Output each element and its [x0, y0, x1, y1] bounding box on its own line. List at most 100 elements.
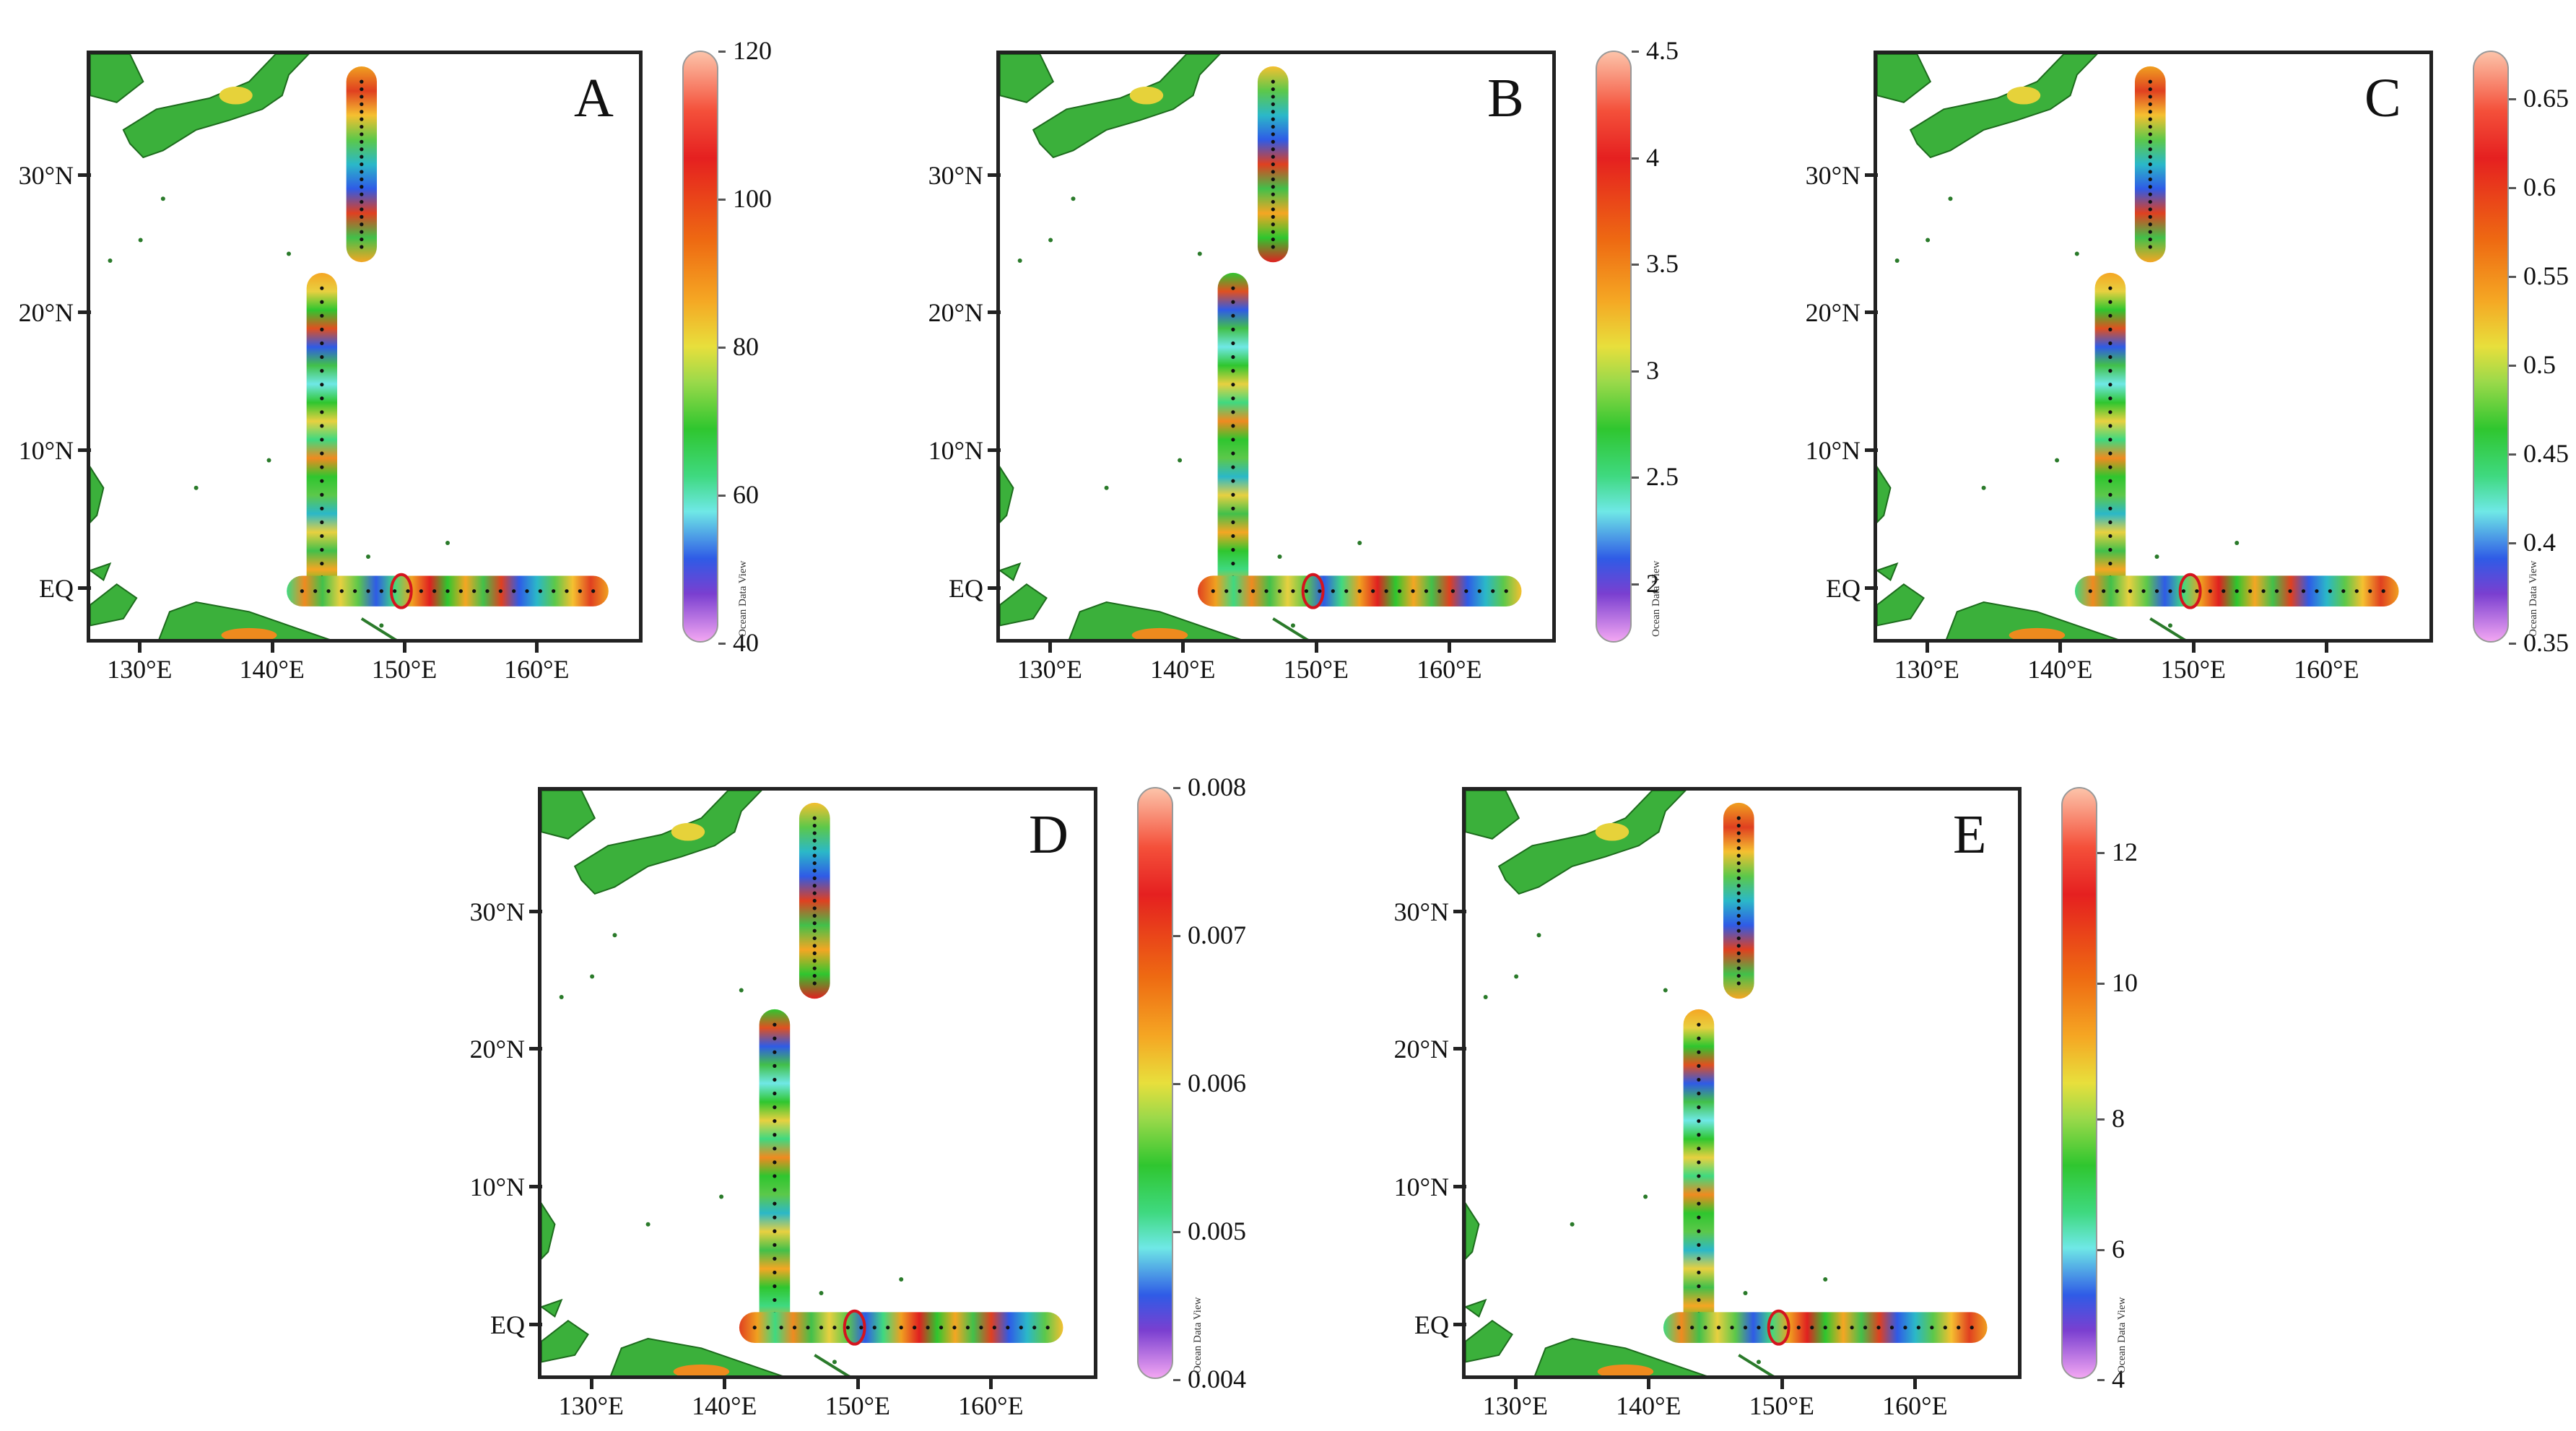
station-dot	[1271, 102, 1275, 106]
station-dot	[1736, 898, 1741, 903]
station-dot	[2102, 589, 2106, 593]
x-axis-label: 160°E	[958, 1391, 1024, 1420]
y-axis-tick	[1865, 448, 1878, 453]
x-axis-tick	[2191, 640, 2196, 653]
station-dot	[1697, 1188, 1701, 1192]
station-dot	[393, 589, 397, 593]
x-axis-tick	[403, 640, 406, 653]
station-dot	[1770, 1326, 1775, 1330]
station-dot	[320, 479, 324, 483]
station-dot	[472, 589, 477, 593]
station-dot	[313, 589, 318, 593]
station-dot	[1916, 1326, 1920, 1330]
station-dot	[2181, 589, 2186, 593]
station-dot	[2108, 451, 2112, 456]
station-dot	[792, 1326, 797, 1330]
station-dot	[2148, 230, 2152, 234]
station-dot	[1943, 1326, 1947, 1330]
station-dot	[1437, 589, 1442, 593]
station-dot	[353, 589, 357, 593]
y-axis-label: 20°N	[18, 298, 74, 328]
station-dot	[1231, 534, 1235, 539]
station-dot	[2148, 124, 2152, 129]
y-axis-tick	[529, 1047, 542, 1051]
station-dot	[2148, 147, 2152, 152]
station-dot	[773, 1215, 777, 1219]
station-dot	[1690, 1326, 1694, 1330]
colorbar-tick	[718, 347, 726, 349]
station-dot	[2148, 177, 2152, 181]
station-dot	[1277, 589, 1282, 593]
station-dot	[320, 369, 324, 373]
station-dot	[1736, 884, 1741, 888]
station-dot	[773, 1064, 777, 1068]
station-dot	[485, 589, 489, 593]
station-dot	[1736, 966, 1741, 970]
colorbar-label: 0.4	[2523, 527, 2556, 557]
station-dot	[845, 1326, 850, 1330]
station-dot	[1231, 369, 1235, 373]
colorbar	[1596, 51, 1632, 643]
y-axis-tick	[78, 310, 91, 315]
station-dot	[979, 1326, 983, 1330]
station-dot	[2148, 237, 2152, 242]
station-dot	[859, 1326, 863, 1330]
station-dot	[812, 973, 817, 978]
station-dot	[2315, 589, 2319, 593]
station-dot	[1736, 921, 1741, 926]
station-dot	[1231, 396, 1235, 401]
station-dot	[2108, 465, 2112, 469]
station-dot	[2115, 589, 2119, 593]
station-dot	[1736, 876, 1741, 880]
odv-watermark: Ocean Data View	[1650, 560, 1662, 637]
new-guinea-landmass	[1000, 583, 1242, 639]
station-dot	[320, 438, 324, 442]
colorbar-label: 6	[2112, 1234, 2125, 1263]
station-dot	[1697, 1229, 1701, 1233]
station-dot	[1736, 913, 1741, 918]
station-dot	[1424, 589, 1429, 593]
station-dot	[360, 87, 364, 92]
station-dot	[1271, 230, 1275, 234]
station-dot	[992, 1326, 996, 1330]
station-dot	[2148, 192, 2152, 196]
highlight-ellipse	[2178, 573, 2202, 609]
station-dot	[965, 1326, 970, 1330]
station-dot	[1318, 589, 1322, 593]
colorbar-label: 0.004	[1188, 1365, 1246, 1393]
highlight-ellipse	[1767, 1309, 1790, 1346]
x-axis-tick	[1913, 1376, 1918, 1389]
station-dot	[2301, 589, 2306, 593]
colorbar-label: 100	[733, 184, 772, 213]
colorbar-label: 4	[2112, 1365, 2125, 1393]
station-dot	[812, 823, 817, 828]
station-dot	[1231, 465, 1235, 469]
colorbar-tick	[718, 643, 726, 645]
station-dot	[2108, 313, 2112, 318]
station-dot	[939, 1326, 944, 1330]
station-dot	[1477, 589, 1481, 593]
y-axis-tick	[529, 909, 542, 913]
station-dot	[360, 192, 364, 196]
japan-highlands	[219, 86, 253, 105]
station-dot	[2108, 424, 2112, 428]
station-dot	[1231, 451, 1235, 456]
station-dot	[1697, 1297, 1701, 1302]
station-dot	[886, 1326, 890, 1330]
colorbar-tick	[1632, 477, 1639, 479]
colorbar-tick	[1632, 51, 1639, 53]
station-dot	[2108, 355, 2112, 360]
station-dot	[812, 936, 817, 941]
station-dot	[1371, 589, 1375, 593]
station-dot	[1716, 1326, 1721, 1330]
station-dot	[1231, 313, 1235, 318]
colorbar-label: 80	[733, 332, 759, 361]
panel-letter: C	[2364, 68, 2401, 129]
station-dot	[2381, 589, 2385, 593]
station-dot	[2108, 396, 2112, 401]
station-dot	[1271, 79, 1275, 84]
station-dot	[432, 589, 437, 593]
station-dot	[1850, 1326, 1854, 1330]
station-dot	[320, 286, 324, 290]
station-dot	[320, 534, 324, 539]
